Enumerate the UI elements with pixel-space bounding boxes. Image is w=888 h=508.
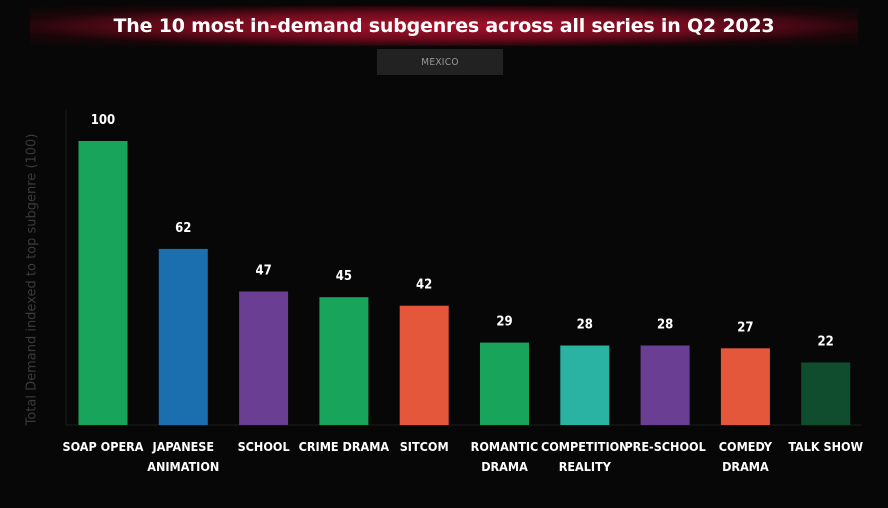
title-banner: The 10 most in-demand subgenres across a… (30, 6, 858, 46)
data-label: 62 (175, 221, 191, 236)
category-label: PRE-SCHOOL (624, 439, 705, 454)
data-label: 22 (818, 335, 834, 350)
category-label: SITCOM (400, 439, 449, 454)
bar-romantic-drama (480, 342, 529, 425)
bar-crime-drama (319, 297, 369, 425)
data-label: 28 (657, 318, 673, 333)
bar-talk-show (801, 362, 851, 425)
category-label: COMPETITION REALITY (541, 439, 629, 474)
bar-japanese-animation (158, 248, 208, 425)
bar-soap-opera (78, 141, 128, 425)
data-label: 42 (416, 278, 432, 293)
category-label: CRIME DRAMA (299, 439, 390, 454)
data-label: 45 (336, 269, 352, 284)
chart-title: The 10 most in-demand subgenres across a… (113, 15, 775, 37)
bar-competition-reality (560, 345, 610, 425)
data-label: 29 (496, 315, 512, 330)
category-label: SCHOOL (238, 439, 290, 454)
bar-sitcom (399, 305, 449, 425)
bar-pre-school (640, 345, 690, 425)
category-label: ROMANTIC DRAMA (471, 439, 539, 474)
market-tab-mexico[interactable]: MEXICO (377, 49, 503, 75)
bar-comedy-drama (720, 348, 770, 425)
bar-school (239, 291, 289, 425)
data-label: 100 (91, 113, 115, 128)
category-label: SOAP OPERA (62, 439, 143, 454)
data-label: 27 (737, 320, 753, 335)
category-label: COMEDY DRAMA (719, 439, 773, 474)
category-label: TALK SHOW (788, 439, 863, 454)
data-label: 47 (255, 264, 271, 279)
category-label: JAPANESE ANIMATION (147, 439, 219, 474)
data-label: 28 (577, 318, 593, 333)
